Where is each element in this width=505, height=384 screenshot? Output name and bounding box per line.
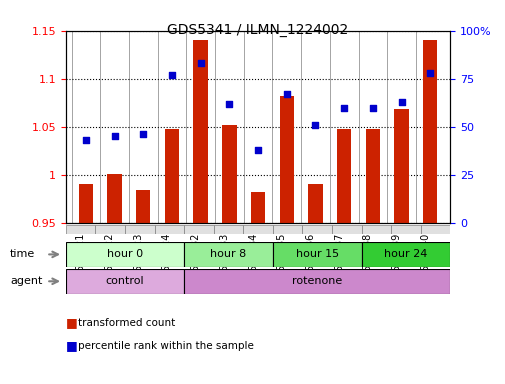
Bar bbox=[279, 96, 293, 223]
FancyBboxPatch shape bbox=[331, 225, 361, 234]
Point bbox=[196, 60, 205, 66]
FancyBboxPatch shape bbox=[95, 225, 125, 234]
FancyBboxPatch shape bbox=[66, 242, 184, 267]
Bar bbox=[365, 129, 379, 223]
FancyBboxPatch shape bbox=[213, 225, 243, 234]
FancyBboxPatch shape bbox=[361, 242, 449, 267]
Text: ■: ■ bbox=[66, 316, 77, 329]
FancyBboxPatch shape bbox=[66, 269, 184, 294]
FancyBboxPatch shape bbox=[66, 225, 95, 234]
Bar bbox=[222, 125, 236, 223]
Text: time: time bbox=[10, 249, 35, 260]
Bar bbox=[136, 190, 150, 223]
Point bbox=[139, 131, 147, 137]
FancyBboxPatch shape bbox=[243, 225, 272, 234]
Point bbox=[311, 122, 319, 128]
Text: control: control bbox=[106, 276, 144, 286]
FancyBboxPatch shape bbox=[272, 225, 302, 234]
Text: percentile rank within the sample: percentile rank within the sample bbox=[78, 341, 254, 351]
FancyBboxPatch shape bbox=[154, 225, 184, 234]
Point bbox=[168, 72, 176, 78]
Text: hour 0: hour 0 bbox=[107, 249, 143, 260]
Point bbox=[82, 137, 90, 143]
Text: GDS5341 / ILMN_1224002: GDS5341 / ILMN_1224002 bbox=[167, 23, 348, 37]
Bar bbox=[79, 184, 93, 223]
Text: transformed count: transformed count bbox=[78, 318, 175, 328]
FancyBboxPatch shape bbox=[302, 225, 331, 234]
Point bbox=[254, 147, 262, 153]
Bar bbox=[107, 174, 122, 223]
Point bbox=[397, 99, 405, 105]
FancyBboxPatch shape bbox=[272, 242, 361, 267]
Text: agent: agent bbox=[10, 276, 42, 286]
Text: hour 24: hour 24 bbox=[383, 249, 427, 260]
FancyBboxPatch shape bbox=[184, 242, 272, 267]
Text: ■: ■ bbox=[66, 339, 77, 352]
Bar bbox=[193, 40, 208, 223]
FancyBboxPatch shape bbox=[390, 225, 420, 234]
FancyBboxPatch shape bbox=[184, 225, 213, 234]
Point bbox=[110, 133, 118, 139]
Bar bbox=[165, 129, 179, 223]
Text: hour 8: hour 8 bbox=[210, 249, 246, 260]
Text: rotenone: rotenone bbox=[291, 276, 342, 286]
FancyBboxPatch shape bbox=[361, 225, 390, 234]
Bar bbox=[422, 40, 436, 223]
Point bbox=[425, 70, 433, 76]
Bar bbox=[393, 109, 408, 223]
Bar bbox=[308, 184, 322, 223]
FancyBboxPatch shape bbox=[420, 225, 449, 234]
Point bbox=[225, 101, 233, 107]
Bar bbox=[336, 129, 350, 223]
Point bbox=[368, 104, 376, 111]
FancyBboxPatch shape bbox=[125, 225, 154, 234]
Point bbox=[339, 104, 347, 111]
Bar bbox=[250, 192, 265, 223]
Point bbox=[282, 91, 290, 97]
Text: hour 15: hour 15 bbox=[295, 249, 338, 260]
FancyBboxPatch shape bbox=[184, 269, 449, 294]
